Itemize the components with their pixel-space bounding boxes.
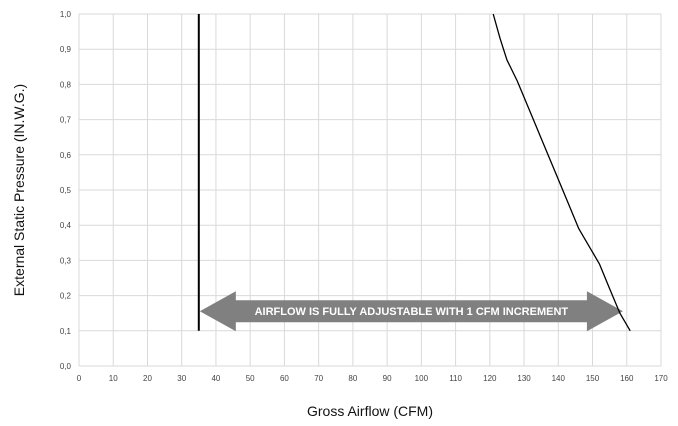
x-tick-label: 80 [348,374,357,383]
x-tick-label: 20 [143,374,152,383]
x-tick-label: 40 [211,374,220,383]
airflow-arrow-label: AIRFLOW IS FULLY ADJUSTABLE WITH 1 CFM I… [255,306,569,318]
tick-labels: 0 10 20 30 40 50 60 70 80 90 100 110 120 130 140 150 160… [60,10,668,383]
y-tick-label: 0,4 [60,221,72,230]
annotations: AIRFLOW IS FULLY ADJUSTABLE WITH 1 CFM I… [199,291,623,332]
y-tick-label: 0,3 [60,256,72,265]
x-tick-label: 50 [246,374,255,383]
x-tick-label: 140 [552,374,566,383]
x-tick-label: 30 [177,374,186,383]
x-tick-label: 0 [77,374,82,383]
x-tick-label: 100 [415,374,429,383]
airflow-arrow [199,291,623,332]
series-lines [197,13,631,332]
y-tick-label: 0,0 [60,362,72,371]
series-line [492,13,631,332]
x-tick-label: 170 [654,374,668,383]
x-tick-label: 110 [449,374,462,383]
y-tick-label: 0,8 [60,80,72,89]
x-tick-label: 120 [483,374,497,383]
y-tick-label: 1,0 [60,10,72,19]
x-tick-label: 70 [314,374,323,383]
x-tick-label: 160 [620,374,634,383]
x-axis-title: Gross Airflow (CFM) [307,403,433,419]
x-tick-label: 60 [280,374,289,383]
x-tick-label: 10 [109,374,118,383]
y-tick-label: 0,2 [60,292,72,301]
y-tick-label: 0,5 [60,186,72,195]
x-tick-label: 130 [517,374,531,383]
y-axis-title: External Static Pressure (IN.W.G.) [11,84,27,296]
y-tick-label: 0,7 [60,116,72,125]
y-tick-label: 0,1 [60,327,72,336]
y-tick-label: 0,6 [60,151,72,160]
x-tick-label: 150 [586,374,600,383]
y-tick-label: 0,9 [60,45,72,54]
x-tick-label: 90 [383,374,392,383]
